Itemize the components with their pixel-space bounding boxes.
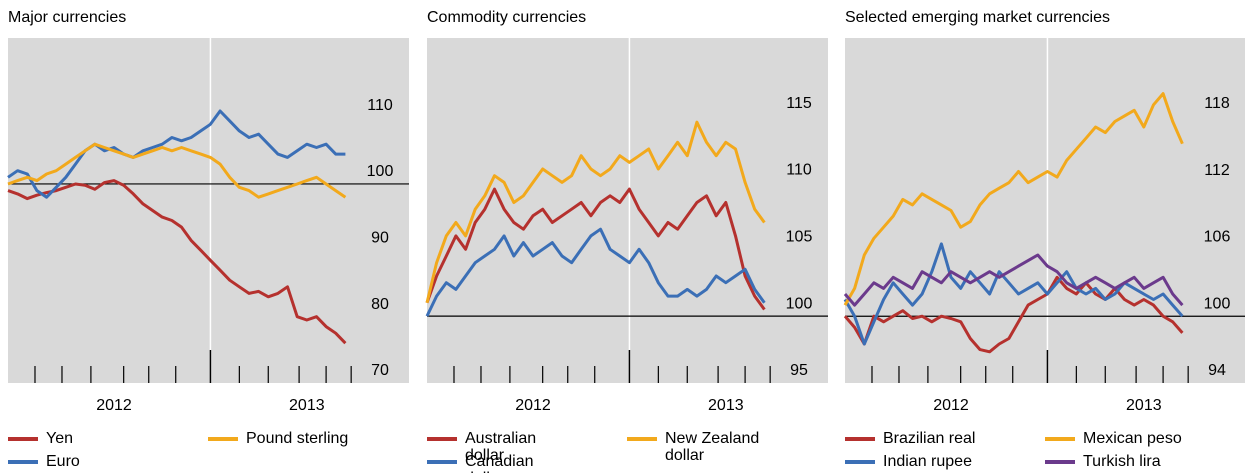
legend-swatch xyxy=(627,437,657,441)
x-tick-label: 2013 xyxy=(1126,397,1162,414)
y-tick-label: 94 xyxy=(1208,362,1226,379)
series-line xyxy=(843,253,1184,307)
y-tick-label: 100 xyxy=(1204,295,1231,312)
series-line xyxy=(425,120,766,304)
legend-item: Pound sterling xyxy=(208,430,348,447)
x-tick-label: 2012 xyxy=(515,397,551,414)
legend-swatch xyxy=(8,460,38,464)
y-tick-label: 100 xyxy=(786,295,813,312)
legend-item: Brazilian real xyxy=(845,430,975,447)
legend-item: Euro xyxy=(8,453,80,470)
legend-item: Canadian dollar xyxy=(427,453,577,473)
y-tick-label: 70 xyxy=(371,362,389,379)
plot-area xyxy=(427,38,828,383)
legend-swatch xyxy=(208,437,238,441)
y-tick-label: 95 xyxy=(790,362,808,379)
y-tick-label: 105 xyxy=(786,228,813,245)
legend-swatch xyxy=(1045,437,1075,441)
legend-label: Indian rupee xyxy=(883,453,972,470)
x-tick-label: 2013 xyxy=(708,397,744,414)
legend-item: Indian rupee xyxy=(845,453,972,470)
legend-item: Australian dollar xyxy=(427,430,577,464)
legend-item: New Zealand dollar xyxy=(627,430,777,464)
legend-swatch xyxy=(845,460,875,464)
series-line xyxy=(843,92,1184,306)
legend-label: Euro xyxy=(46,453,80,470)
legend-label: Brazilian real xyxy=(883,430,976,447)
y-tick-label: 90 xyxy=(371,230,389,247)
panel-title: Commodity currencies xyxy=(427,9,586,26)
series-line xyxy=(843,242,1184,346)
legend-swatch xyxy=(1045,460,1075,464)
legend-item: Yen xyxy=(8,430,73,447)
legend-label: Canadian dollar xyxy=(465,453,534,473)
plot-area xyxy=(8,38,409,383)
y-tick-label: 118 xyxy=(1204,95,1230,112)
series-line xyxy=(7,109,346,199)
legend-swatch xyxy=(845,437,875,441)
y-tick-label: 110 xyxy=(786,162,812,179)
legend-label: Turkish lira xyxy=(1083,453,1161,470)
y-tick-label: 110 xyxy=(367,97,393,114)
x-tick-label: 2012 xyxy=(96,397,132,414)
y-tick-label: 100 xyxy=(367,163,394,180)
y-tick-label: 115 xyxy=(786,95,812,112)
y-tick-label: 80 xyxy=(371,296,389,313)
y-tick-label: 106 xyxy=(1204,229,1231,246)
panel-title: Major currencies xyxy=(8,9,126,26)
plot-area xyxy=(845,38,1245,383)
series-line xyxy=(425,227,766,317)
legend-label: Pound sterling xyxy=(246,430,349,447)
legend-label: New Zealand dollar xyxy=(665,430,760,464)
legend-label: Australian dollar xyxy=(465,430,537,464)
y-tick-label: 112 xyxy=(1204,162,1230,179)
series-line xyxy=(7,179,347,345)
series-line xyxy=(425,187,766,311)
x-tick-label: 2012 xyxy=(933,397,969,414)
legend-swatch xyxy=(8,437,38,441)
legend-item: Mexican peso xyxy=(1045,430,1182,447)
series-line xyxy=(7,142,347,199)
legend-label: Mexican peso xyxy=(1083,430,1182,447)
legend-item: Turkish lira xyxy=(1045,453,1161,470)
legend-label: Yen xyxy=(46,430,73,447)
series-line xyxy=(843,275,1184,354)
x-tick-label: 2013 xyxy=(289,397,325,414)
panel-title: Selected emerging market currencies xyxy=(845,9,1110,26)
legend-swatch xyxy=(427,437,457,441)
legend-swatch xyxy=(427,460,457,464)
